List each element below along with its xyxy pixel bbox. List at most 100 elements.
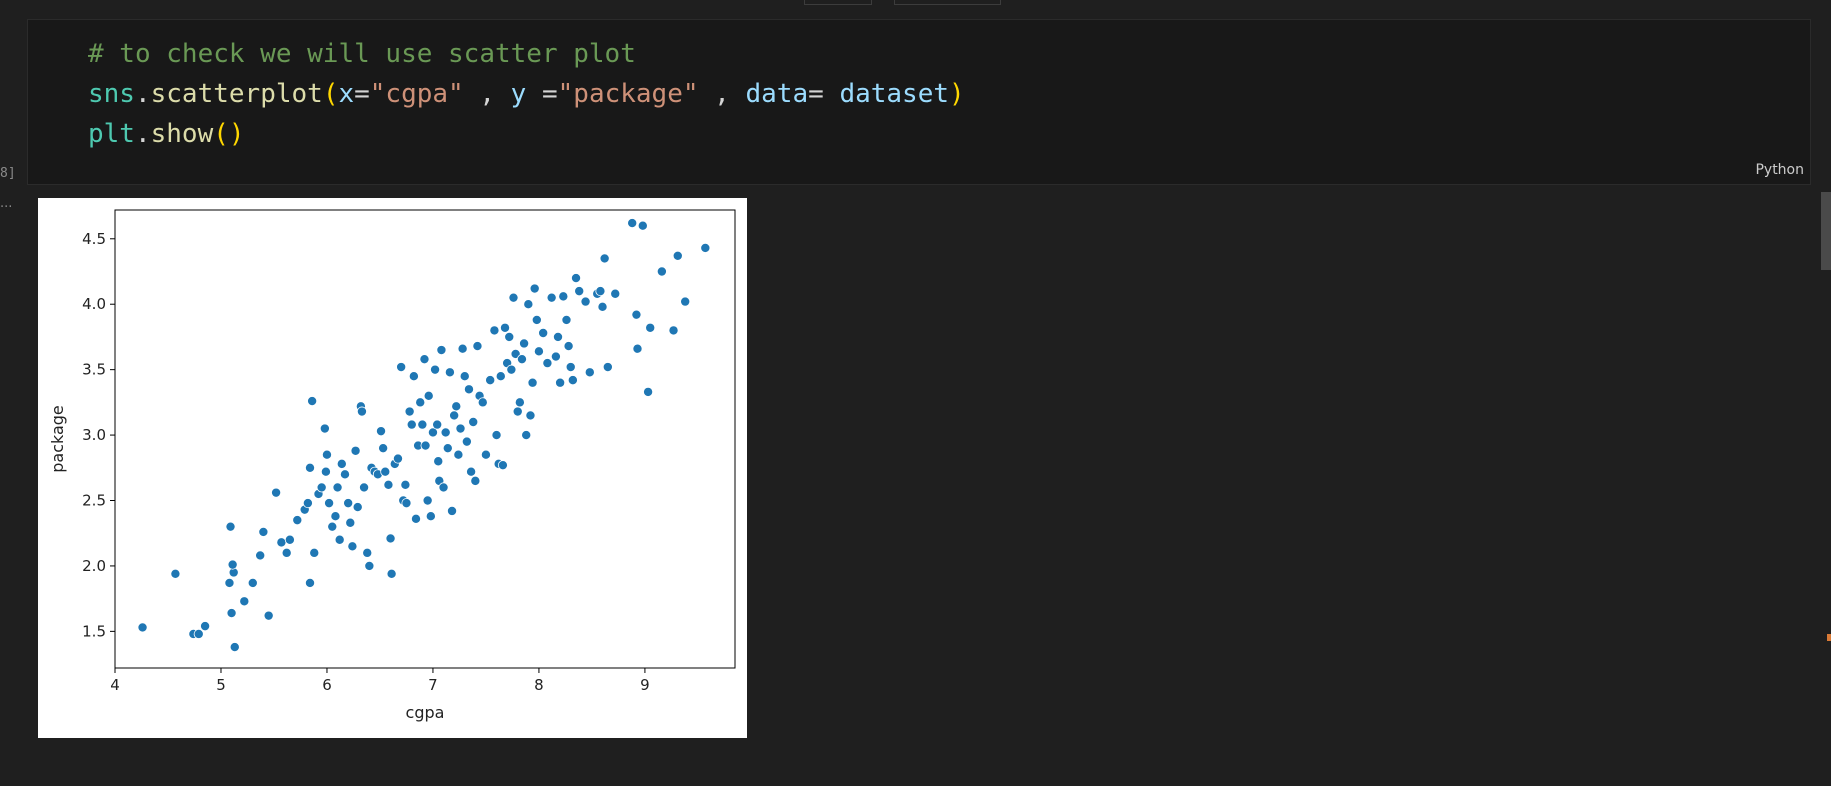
scatter-point (415, 397, 426, 408)
scatter-point (332, 482, 343, 493)
scatter-point (225, 521, 236, 532)
scatter-point (227, 559, 238, 570)
scatter-point (563, 341, 574, 352)
scatter-point (305, 462, 316, 473)
scatter-point (521, 430, 532, 441)
scatter-point (423, 390, 434, 401)
code-token: y (510, 79, 527, 109)
scatter-point (385, 533, 396, 544)
scatter-point (584, 367, 595, 378)
vertical-scrollbar[interactable] (1821, 192, 1831, 270)
scatter-point (656, 266, 667, 277)
scatter-point (404, 406, 415, 417)
scatter-point (386, 568, 397, 579)
scatter-chart: 4 5 6 7 8 9 1.5 2.0 2.5 3.0 3.5 4.0 4.5 cgpa package (48, 209, 736, 722)
scatter-point (406, 419, 417, 430)
scatter-point (519, 338, 530, 349)
execution-count: 8] (0, 166, 16, 181)
scatter-point (597, 301, 608, 312)
scatter-point (461, 436, 472, 447)
y-tick-label: 2.5 (82, 492, 106, 510)
scatter-point (436, 345, 447, 356)
scatter-point (455, 423, 466, 434)
scatter-point (574, 286, 585, 297)
scatter-point (542, 358, 553, 369)
scatter-point (319, 423, 330, 434)
code-editor[interactable]: # to check we will use scatter plot sns.s… (88, 34, 965, 154)
scatter-point (491, 430, 502, 441)
scatter-point (378, 443, 389, 454)
code-token: , (463, 79, 511, 109)
scatter-point (523, 299, 534, 310)
scatter-point (137, 622, 148, 633)
scatter-point (571, 273, 582, 284)
code-token: x (338, 79, 355, 109)
scatter-point (550, 351, 561, 362)
scatter-point (350, 445, 361, 456)
toolbar-tab-right[interactable] (894, 0, 1001, 5)
output-menu-icon[interactable]: ... (0, 196, 13, 211)
scatter-point (336, 458, 347, 469)
scatter-point (263, 610, 274, 621)
scatter-point (226, 608, 237, 619)
scatter-point (558, 291, 569, 302)
scatter-point (281, 547, 292, 558)
scatter-point (538, 328, 549, 339)
code-token: # to check we will use scatter plot (88, 39, 636, 69)
scatter-point (356, 406, 367, 417)
x-tick-label: 9 (640, 676, 650, 694)
y-tick-label: 3.5 (82, 361, 106, 379)
scatter-point (417, 419, 428, 430)
x-tick-label: 7 (428, 676, 438, 694)
scatter-point (239, 596, 250, 607)
scatter-point (255, 550, 266, 561)
code-token: () (213, 119, 245, 149)
code-token: , (698, 79, 746, 109)
code-token: ( (322, 79, 339, 109)
scatter-point (305, 577, 316, 588)
scatter-point (271, 487, 282, 498)
scatter-point (495, 371, 506, 382)
scatter-plot-output: 4 5 6 7 8 9 1.5 2.0 2.5 3.0 3.5 4.0 4.5 cgpa package (38, 198, 747, 738)
scatter-point (463, 384, 474, 395)
scatter-point (276, 537, 287, 548)
scatter-point (309, 547, 320, 558)
code-token: scatterplot (150, 79, 323, 109)
scatter-point (632, 343, 643, 354)
scatter-point (352, 502, 363, 513)
code-line: sns.scatterplot(x="cgpa" , y ="package" … (88, 74, 965, 114)
scatter-point (432, 419, 443, 430)
scatter-point (595, 286, 606, 297)
scatter-point (489, 325, 500, 336)
y-tick-label: 4.5 (82, 230, 106, 248)
toolbar-tab-left[interactable] (804, 0, 872, 5)
scatter-point (284, 534, 295, 545)
scatter-point (527, 377, 538, 388)
scatter-point (330, 511, 341, 522)
scatter-point (610, 288, 621, 299)
x-tick-label: 8 (534, 676, 544, 694)
scatter-point (643, 386, 654, 397)
overview-ruler-marker (1827, 634, 1831, 641)
scatter-point (510, 348, 521, 359)
scatter-point (451, 401, 462, 412)
scatter-point (383, 479, 394, 490)
code-cell[interactable]: # to check we will use scatter plot sns.s… (27, 19, 1811, 185)
x-tick-label: 4 (110, 676, 120, 694)
scatter-point (561, 314, 572, 325)
scatter-point (343, 498, 354, 509)
scatter-point (359, 482, 370, 493)
scatter-point (553, 331, 564, 342)
scatter-point (334, 534, 345, 545)
scatter-point (401, 498, 412, 509)
scatter-point (444, 367, 455, 378)
code-token: dataset (839, 79, 950, 109)
scatter-point (302, 498, 313, 509)
cell-language-label[interactable]: Python (1755, 162, 1804, 178)
scatter-point (307, 396, 318, 407)
code-token: "package" (557, 79, 699, 109)
code-token: data (745, 79, 809, 109)
scatter-point (468, 416, 479, 427)
y-tick-label: 4.0 (82, 295, 106, 313)
scatter-point (668, 325, 679, 336)
